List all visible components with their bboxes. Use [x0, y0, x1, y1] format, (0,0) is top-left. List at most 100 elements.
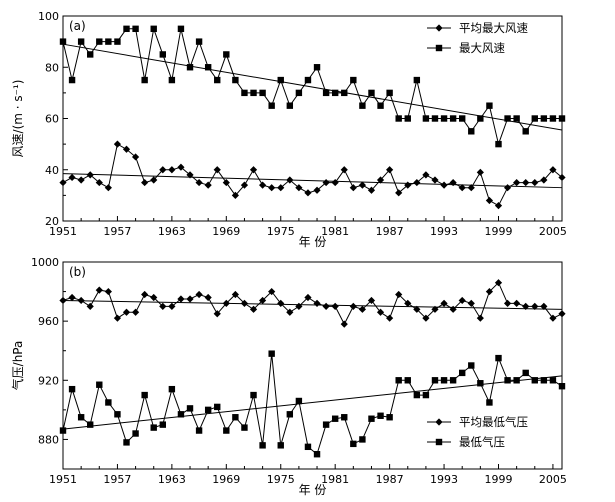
panel-a-data-point [214, 76, 221, 84]
panel-b-data-point [440, 377, 448, 384]
panel-b-xtick-label: 1975 [267, 473, 295, 486]
panel-a-data-point [413, 76, 421, 84]
panel-a-data-point [340, 166, 348, 174]
panel-a-data-point [404, 115, 411, 122]
panel-a-data-point [77, 38, 85, 45]
panel-b-xlabel: 年 份 [299, 483, 327, 497]
panel-a-data-point [213, 166, 221, 174]
panel-a-data-point [349, 184, 357, 192]
panel-a-data-point [104, 184, 112, 192]
panel-a-data-point [386, 89, 393, 97]
panel-b-xtick-label: 1957 [103, 473, 131, 486]
panel-a-data-point [95, 178, 103, 187]
panel-b-data-point [386, 414, 393, 421]
panel-a-data-point [513, 178, 521, 187]
panel-b-ytick-label: 1000 [31, 256, 59, 269]
panel-a-ytick-label: 100 [38, 10, 59, 23]
panel-b-data-point [395, 377, 402, 384]
panel-a-label: (a) [69, 19, 86, 33]
panel-a-data-point [122, 145, 131, 153]
panel-b-data-point [486, 399, 493, 406]
panel-a-data-point [549, 115, 557, 122]
panel-b-legend-label: 平均最低气压 [459, 415, 528, 429]
panel-b-data-point [123, 439, 130, 446]
panel-a-data-point [223, 51, 230, 58]
panel-b-data-point [349, 302, 357, 310]
panel-a-data-point [159, 166, 167, 174]
panel-b-data-point [277, 442, 284, 449]
panel-b-data-point [250, 391, 257, 399]
panel-b-data-point [304, 443, 312, 451]
panel-b-data-point [449, 377, 457, 384]
panel-a-data-point [486, 102, 493, 109]
panel-b-data-point [413, 305, 421, 313]
panel-b-data-point [313, 299, 321, 307]
panel-a-data-point [549, 166, 557, 174]
panel-b-data-point [522, 302, 530, 310]
panel-a-data-point [513, 115, 520, 122]
panel-a-data-point [286, 176, 294, 184]
panel-b-data-point [540, 302, 548, 310]
panel-b-data-point [213, 310, 221, 318]
panel-b-data-point [104, 287, 112, 296]
panel-b-data-point [195, 290, 203, 299]
panel-b-trend-line-0 [62, 299, 563, 310]
panel-a-data-point [304, 189, 312, 197]
panel-a-trend-line-1 [62, 43, 563, 131]
panel-a-data-point [467, 184, 475, 192]
panel-a-data-point [440, 181, 448, 189]
panel-b-data-point [122, 308, 131, 316]
panel-a-data-point [295, 184, 303, 192]
panel-b-data-point [87, 421, 94, 428]
panel-b-data-point [449, 305, 457, 313]
panel-a-xtick-label: 1963 [158, 225, 186, 238]
panel-a-data-point [277, 76, 284, 84]
panel-b-data-point [204, 406, 212, 414]
panel-a-data-point [386, 166, 394, 174]
panel-a-data-point [141, 178, 149, 187]
panel-a-data-point [123, 25, 130, 33]
panel-b-xtick-label: 1969 [212, 473, 240, 486]
panel-b-data-point [241, 424, 248, 431]
panel-a-data-point [331, 178, 339, 187]
panel-b-data-point [431, 377, 439, 384]
panel-a-data-point [259, 181, 267, 189]
panel-a-data-point [268, 102, 275, 109]
panel-b-data-point [186, 405, 194, 412]
panel-b-data-point [368, 415, 375, 422]
panel-b-legend-item-1: 最低气压 [427, 435, 505, 449]
panel-a-data-point [59, 38, 67, 45]
panel-a-data-point [367, 186, 376, 194]
panel-b-xtick-label: 1963 [158, 473, 186, 486]
panel-a-data-point [313, 186, 321, 194]
panel-b-data-point [232, 414, 239, 421]
panel-a-data-point [150, 176, 158, 184]
panel-b-data-point [468, 362, 475, 369]
panel-b-data-point [549, 377, 557, 384]
panel-b-data-point [503, 299, 512, 307]
panel-a-data-point [240, 181, 249, 189]
panel-b-data-point [150, 424, 157, 431]
panel-a-data-point [222, 178, 230, 187]
panel-b-data-point [168, 302, 176, 310]
panel-b-data-point [295, 302, 303, 310]
panel-b-data-point [322, 302, 330, 310]
panel-a-data-point [250, 89, 257, 97]
panel-a-data-point [494, 202, 503, 210]
panel-b-data-point [223, 427, 230, 434]
panel-a-data-point [522, 128, 529, 135]
panel-b-data-point [558, 310, 566, 318]
panel-a-data-point [77, 176, 85, 184]
panel-a-data-point [558, 173, 566, 182]
panel-b-data-point [159, 421, 166, 428]
panel-b-data-point [331, 415, 339, 422]
panel-a-data-point [358, 181, 366, 189]
panel-b-data-point [295, 397, 303, 405]
panel-a-data-point [132, 25, 139, 33]
panel-a-data-point [404, 181, 412, 189]
panel-a-data-point [241, 89, 248, 97]
panel-b-data-point [177, 295, 185, 303]
panel-b-legend-marker [435, 418, 443, 426]
panel-a-data-point [313, 64, 321, 71]
panel-a-ytick-label: 40 [45, 164, 59, 177]
